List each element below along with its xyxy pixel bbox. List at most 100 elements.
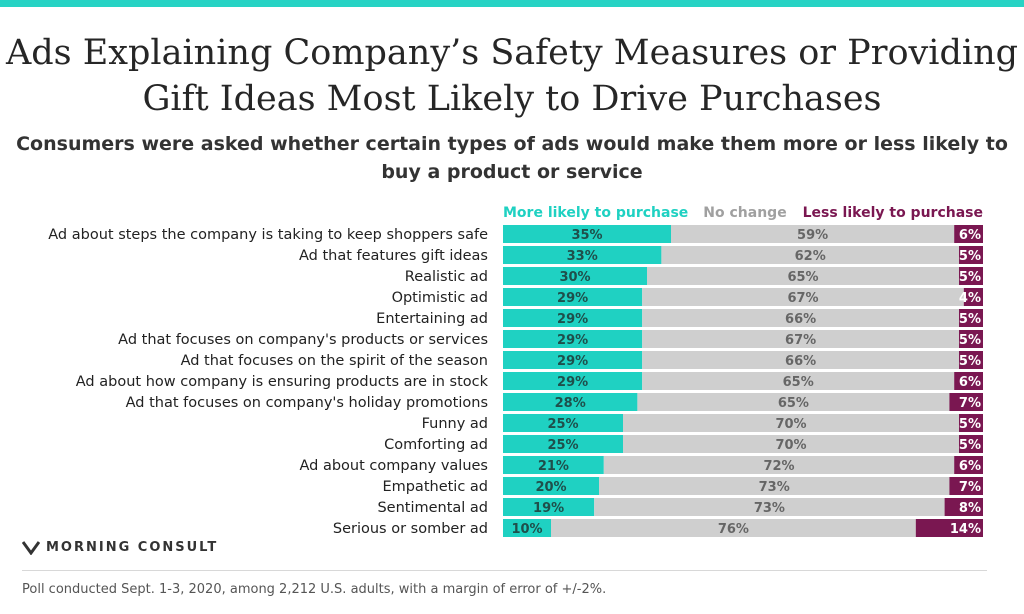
value-label-more-likely: 35% [571, 228, 602, 243]
bar-less-likely [963, 288, 983, 306]
bar-less-likely [959, 414, 983, 432]
chart-title: Ads Explaining Company’s Safety Measures… [5, 33, 1019, 119]
value-label-more-likely: 28% [555, 396, 586, 411]
bar-less-likely [959, 330, 983, 348]
category-label: Realistic ad [405, 269, 488, 285]
category-label: Sentimental ad [377, 500, 488, 516]
value-label-no-change: 65% [787, 270, 818, 285]
footnote: Poll conducted Sept. 1-3, 2020, among 2,… [22, 582, 607, 597]
value-label-more-likely: 21% [538, 459, 569, 474]
value-label-less-likely: 7% [959, 396, 981, 411]
value-label-more-likely: 29% [557, 375, 588, 390]
value-label-less-likely: 6% [959, 228, 981, 243]
value-label-no-change: 73% [759, 480, 790, 495]
value-label-less-likely: 7% [959, 480, 981, 495]
value-label-less-likely: 5% [959, 312, 981, 327]
bar-less-likely [959, 246, 983, 264]
bar-no-change [599, 477, 950, 495]
category-label: Ad that features gift ideas [299, 248, 488, 264]
bar-no-change [594, 498, 945, 516]
category-label: Ad about steps the company is taking to … [48, 227, 488, 243]
value-label-more-likely: 25% [547, 417, 578, 432]
value-label-no-change: 70% [775, 438, 806, 453]
value-label-more-likely: 29% [557, 312, 588, 327]
brand-logo: MORNING CONSULT [22, 540, 218, 555]
logo-text: MORNING CONSULT [46, 540, 219, 555]
bar-less-likely [959, 267, 983, 285]
legend-no-change: No change [703, 205, 786, 221]
value-label-no-change: 66% [785, 312, 816, 327]
bar-more-likely [503, 498, 595, 516]
value-label-no-change: 62% [795, 249, 826, 264]
value-label-more-likely: 29% [557, 291, 588, 306]
bar-more-likely [503, 435, 623, 453]
value-label-no-change: 67% [785, 333, 816, 348]
category-label: Comforting ad [384, 437, 488, 453]
value-label-no-change: 73% [754, 501, 785, 516]
value-label-less-likely: 14% [950, 522, 981, 537]
bar-no-change [642, 309, 959, 327]
legend-less-likely: Less likely to purchase [803, 205, 983, 221]
value-label-no-change: 59% [797, 228, 828, 243]
bar-more-likely [503, 456, 604, 474]
value-label-less-likely: 6% [959, 375, 981, 390]
value-label-no-change: 66% [785, 354, 816, 369]
category-label: Serious or somber ad [333, 521, 488, 537]
value-label-less-likely: 5% [959, 417, 981, 432]
legend-more-likely: More likely to purchase [503, 205, 688, 221]
value-label-no-change: 67% [787, 291, 818, 306]
bar-more-likely [503, 330, 643, 348]
value-label-more-likely: 33% [567, 249, 598, 264]
category-label: Optimistic ad [392, 290, 488, 306]
value-label-more-likely: 20% [535, 480, 566, 495]
category-label: Ad about company values [299, 458, 488, 474]
value-label-more-likely: 25% [547, 438, 578, 453]
bar-less-likely [944, 498, 983, 516]
value-label-more-likely: 30% [559, 270, 590, 285]
footer-divider [22, 570, 987, 571]
category-label: Funny ad [422, 416, 488, 432]
category-label: Ad that focuses on company's holiday pro… [126, 395, 488, 411]
value-label-less-likely: 4% [959, 291, 981, 306]
bar-more-likely [503, 246, 662, 264]
bar-less-likely [949, 477, 983, 495]
value-label-no-change: 76% [718, 522, 749, 537]
value-label-no-change: 72% [763, 459, 794, 474]
bar-no-change [551, 519, 916, 537]
value-label-more-likely: 29% [557, 333, 588, 348]
bar-less-likely [959, 435, 983, 453]
chart-subtitle: Consumers were asked whether certain typ… [16, 133, 1008, 183]
logo-mark-icon [22, 540, 40, 555]
bar-no-change [603, 456, 955, 474]
bar-no-change [671, 225, 955, 243]
bar-no-change [647, 267, 959, 285]
bar-less-likely [954, 372, 983, 390]
category-label: Ad that focuses on company's products or… [118, 332, 488, 348]
bar-no-change [623, 435, 959, 453]
category-label: Ad about how company is ensuring product… [76, 374, 489, 390]
value-label-no-change: 70% [775, 417, 806, 432]
bar-less-likely [954, 225, 983, 243]
category-label: Empathetic ad [382, 479, 488, 495]
bar-more-likely [503, 477, 599, 495]
value-label-less-likely: 5% [959, 249, 981, 264]
bar-no-change [661, 246, 959, 264]
value-label-less-likely: 8% [959, 501, 981, 516]
stacked-bar-chart: More likely to purchase No change Less lik… [48, 205, 983, 537]
bar-less-likely [959, 309, 983, 327]
value-label-less-likely: 5% [959, 333, 981, 348]
bar-no-change [623, 414, 959, 432]
value-label-less-likely: 5% [959, 438, 981, 453]
value-label-more-likely: 10% [511, 522, 542, 537]
category-label: Entertaining ad [376, 311, 488, 327]
bar-more-likely [503, 267, 647, 285]
bar-more-likely [503, 309, 643, 327]
value-label-less-likely: 5% [959, 270, 981, 285]
bar-no-change [642, 288, 964, 306]
top-accent-bar [0, 0, 1024, 7]
value-label-less-likely: 5% [959, 354, 981, 369]
bar-more-likely [503, 519, 551, 537]
bar-more-likely [503, 351, 643, 369]
value-label-more-likely: 29% [557, 354, 588, 369]
value-label-no-change: 65% [778, 396, 809, 411]
